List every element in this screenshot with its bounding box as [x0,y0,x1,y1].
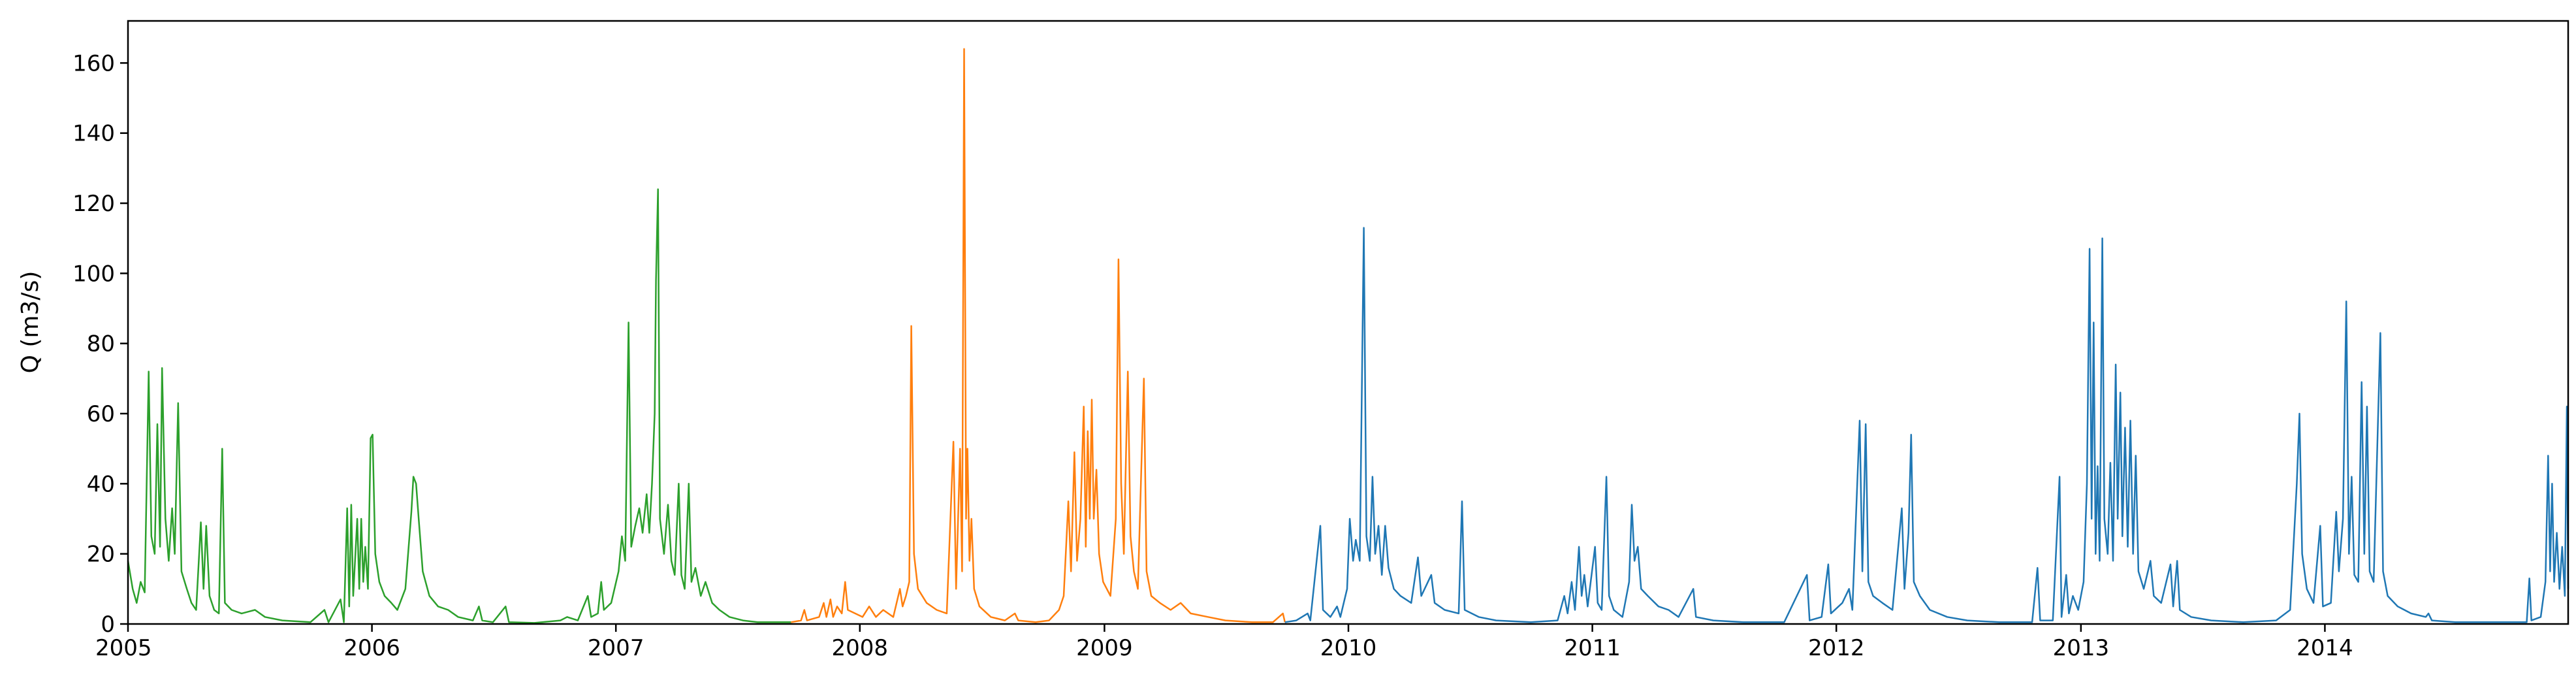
x-tick-label: 2009 [1076,635,1133,661]
series-line-1 [127,188,791,624]
y-tick-label: 140 [72,121,115,147]
x-tick-label: 2011 [1564,635,1621,661]
y-tick-label: 40 [87,471,115,497]
series-line-3 [1284,227,2569,623]
y-tick-label: 0 [101,612,115,638]
y-tick-label: 20 [87,542,115,568]
y-tick-label: 160 [72,50,115,76]
y-tick-label: 80 [87,331,115,357]
x-tick-label: 2006 [343,635,400,661]
x-tick-label: 2013 [2053,635,2110,661]
y-axis-label: Q (m3/s) [17,271,44,374]
y-axis: 0 20 40 60 80 100 120 140 160 [72,50,128,638]
y-tick-label: 120 [72,191,115,217]
x-axis: 2005 2006 2007 2008 2009 2010 2011 2012 2013 2014 [95,624,2353,661]
series-layer [127,48,2569,624]
x-tick-label: 2007 [588,635,644,661]
x-tick-label: 2010 [1320,635,1377,661]
x-tick-label: 2012 [1808,635,1865,661]
y-tick-label: 100 [72,261,115,287]
y-tick-label: 60 [87,401,115,427]
x-tick-label: 2008 [832,635,889,661]
series-line-2 [791,48,1286,623]
x-tick-label: 2005 [95,635,152,661]
x-tick-label: 2014 [2297,635,2353,661]
